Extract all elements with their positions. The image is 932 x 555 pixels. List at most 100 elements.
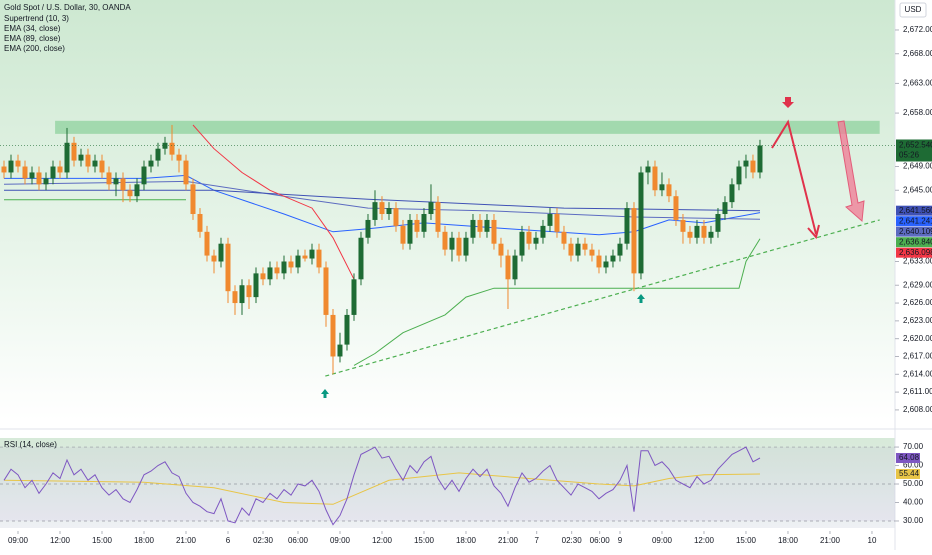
- candle-body: [78, 154, 84, 161]
- y-tick-label: 2,668.000: [903, 49, 932, 58]
- candle-body: [610, 255, 616, 262]
- candle-body: [127, 190, 133, 197]
- x-tick-label: 18:00: [778, 536, 799, 545]
- y-tick-label: 2,645.000: [903, 185, 932, 194]
- candle-body: [232, 291, 238, 304]
- annotations: [321, 97, 865, 398]
- x-tick-label: 06:00: [288, 536, 309, 545]
- last-price-label: 2,652.540: [899, 141, 932, 150]
- x-tick-label: 21:00: [498, 536, 519, 545]
- y-tick-label: 2,663.000: [903, 79, 932, 88]
- candle-body: [106, 172, 112, 185]
- candle-body: [470, 219, 476, 238]
- rsi-badge: [896, 452, 920, 463]
- candle-body: [561, 231, 567, 244]
- candle-body: [631, 208, 637, 274]
- x-tick-label: 12:00: [50, 536, 71, 545]
- candle-body: [400, 225, 406, 244]
- candle-body: [57, 166, 63, 173]
- candle-body: [568, 243, 574, 256]
- currency-button[interactable]: [899, 2, 927, 18]
- candle-body: [239, 285, 245, 304]
- candle-body: [204, 231, 210, 256]
- candle-body: [757, 145, 763, 173]
- candle-body: [211, 255, 217, 262]
- trendline: [325, 219, 880, 377]
- up-marker: [637, 294, 645, 303]
- candle-body: [379, 202, 385, 215]
- rsi-tick-label: 40.00: [903, 498, 924, 507]
- chart-title: Gold Spot / U.S. Dollar, 30, OANDA: [4, 3, 131, 12]
- candle-body: [498, 243, 504, 256]
- candle-body: [50, 166, 56, 179]
- candle-body: [743, 160, 749, 167]
- y-tick-label: 2,629.000: [903, 280, 932, 289]
- x-tick-label: 7: [534, 536, 539, 545]
- candle-body: [624, 208, 630, 244]
- candle-body: [491, 219, 497, 244]
- legend-item: EMA (89, close): [4, 34, 61, 43]
- resistance-zone: [55, 120, 880, 134]
- candle-body: [687, 231, 693, 238]
- projection-arrow: [771, 119, 817, 235]
- x-tick-label: 15:00: [414, 536, 435, 545]
- candle-body: [540, 225, 546, 238]
- candle-body: [393, 208, 399, 226]
- candle-body: [218, 243, 224, 262]
- candle-body: [85, 154, 91, 167]
- rsi-ma-badge-label: 55.44: [899, 469, 920, 478]
- supertrend-down: [192, 124, 355, 280]
- y-tick-label: 2,658.000: [903, 108, 932, 117]
- candle-body: [64, 142, 70, 173]
- candle-body: [71, 142, 77, 161]
- candle-body: [680, 219, 686, 232]
- supertrend-up: [4, 199, 761, 366]
- candle-body: [155, 148, 161, 161]
- candle-body: [92, 160, 98, 167]
- candle-body: [596, 255, 602, 268]
- x-tick-label: 6: [226, 536, 231, 545]
- candle-body: [554, 214, 560, 232]
- x-tick-label: 18:00: [456, 536, 477, 545]
- candle-body: [715, 214, 721, 232]
- x-tick-label: 9: [618, 536, 623, 545]
- currency[interactable]: USD: [905, 5, 922, 14]
- candle-body: [428, 202, 434, 215]
- candle-body: [246, 285, 252, 298]
- candle-body: [134, 184, 140, 197]
- candle-body: [414, 219, 420, 232]
- candle-body: [659, 184, 665, 191]
- x-tick-label: 21:00: [176, 536, 197, 545]
- candle-body: [15, 160, 21, 167]
- candle-body: [750, 160, 756, 173]
- candle-body: [722, 202, 728, 215]
- candle-body: [386, 208, 392, 215]
- y-tick-label: 2,617.000: [903, 352, 932, 361]
- candle-body: [22, 166, 28, 179]
- candle-body: [162, 142, 168, 149]
- candle-body: [141, 166, 147, 185]
- candle-body: [505, 255, 511, 280]
- x-tick-label: 12:00: [372, 536, 393, 545]
- x-tick-label: 21:00: [820, 536, 841, 545]
- candle-body: [351, 279, 357, 315]
- price-badge-label: 2,641.241: [899, 216, 932, 225]
- y-tick-label: 2,649.000: [903, 162, 932, 171]
- legend-item: EMA (34, close): [4, 24, 61, 33]
- y-tick-label: 2,626.000: [903, 298, 932, 307]
- candle-body: [1, 166, 7, 173]
- rsi-tick-label: 30.00: [903, 516, 924, 525]
- candle-body: [260, 273, 266, 280]
- x-tick-label: 09:00: [330, 536, 351, 545]
- x-tick-label: 06:00: [590, 536, 611, 545]
- candle-body: [547, 214, 553, 226]
- candle-body: [316, 249, 322, 268]
- candle-body: [323, 267, 329, 315]
- x-tick-label: 09:00: [652, 536, 673, 545]
- x-tick-label: 10: [868, 536, 877, 545]
- x-tick-label: 15:00: [92, 536, 113, 545]
- candle-body: [120, 178, 126, 191]
- big-arrow: [837, 120, 865, 223]
- price-badge-label: 2,641.560: [899, 206, 932, 215]
- candle-body: [288, 261, 294, 268]
